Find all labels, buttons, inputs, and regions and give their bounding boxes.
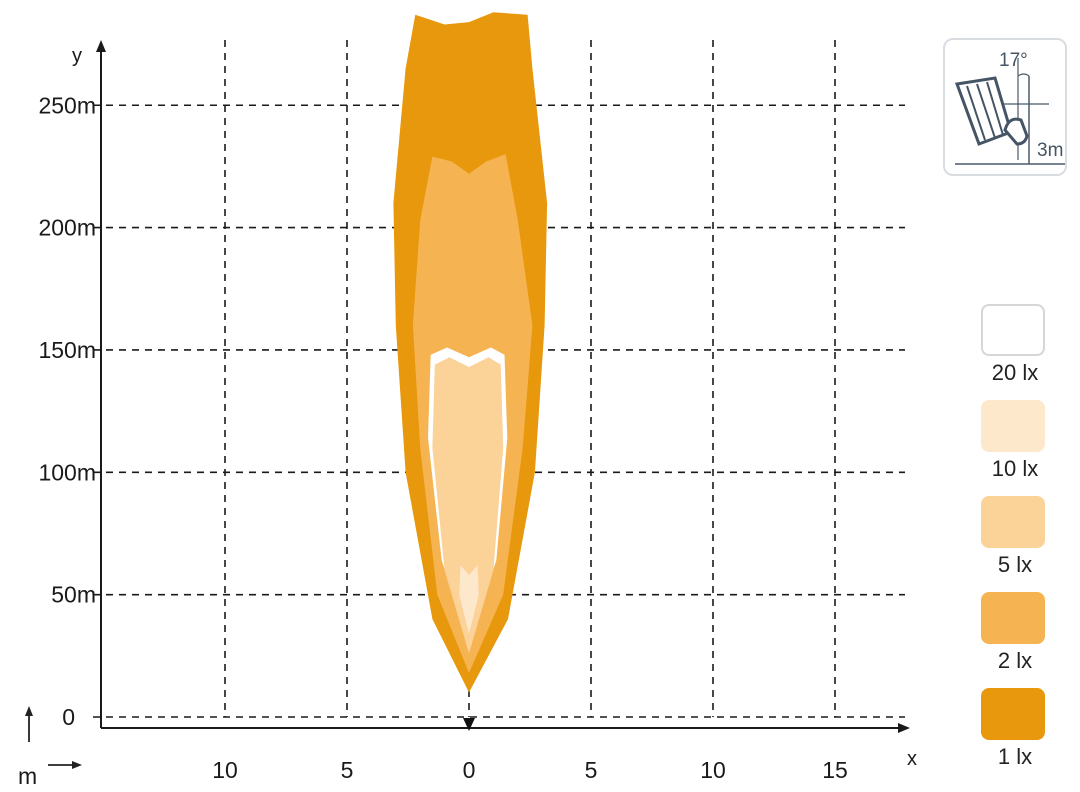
x-tick-label-5: 15 (822, 757, 848, 783)
legend-item: 5 lx (975, 494, 1055, 590)
y-tick-label-5: 250m (38, 92, 96, 118)
legend-label: 20 lx (991, 360, 1039, 385)
legend-item: 20 lx (975, 302, 1055, 398)
x-tick-label-1: 5 (341, 757, 354, 783)
y-tick-label-4: 200m (38, 215, 96, 241)
y-tick-label-2: 100m (38, 459, 96, 485)
legend-item: 1 lx (975, 686, 1055, 782)
x-tick-label-2: 0 (463, 757, 476, 783)
y-tick-label-1: 50m (51, 582, 96, 608)
x-axis-label: x (907, 748, 917, 770)
x-axis-arrow (898, 723, 910, 733)
legend-swatch (981, 688, 1045, 740)
contour-10-lx (459, 565, 479, 634)
x-tick-label-3: 5 (585, 757, 598, 783)
tilt-angle-label: 17° (999, 50, 1028, 71)
tick-labels: 10 5 0 5 10 15 0 50m 100m 150m 200m 250m (38, 92, 847, 783)
contour-5-lx (432, 357, 504, 654)
mounting-height-label: 3m (1037, 140, 1063, 161)
y-tick-label-3: 150m (38, 337, 96, 363)
unit-indicator: m (18, 706, 82, 789)
x-tick-label-0: 10 (212, 757, 238, 783)
x-tick-label-4: 10 (700, 757, 726, 783)
y-axis-label: y (72, 45, 82, 67)
lamp-position-marker (463, 718, 475, 731)
legend-swatch (981, 400, 1045, 452)
floodlight-icon (954, 76, 1029, 146)
legend-label: 10 lx (991, 456, 1039, 481)
unit-label: m (18, 763, 37, 789)
legend-swatch (981, 304, 1045, 356)
legend-item: 10 lx (975, 398, 1055, 494)
legend-label: 1 lx (997, 744, 1033, 769)
y-axis-arrow (96, 40, 106, 52)
legend: 20 lx 10 lx 5 lx 2 lx 1 lx (975, 302, 1055, 782)
legend-swatch (981, 496, 1045, 548)
legend-label: 2 lx (997, 648, 1033, 673)
isolux-contours (393, 12, 548, 693)
y-tick-label-0: 0 (62, 704, 75, 730)
legend-label: 5 lx (997, 552, 1033, 577)
mounting-diagram: 17° 3m (943, 38, 1067, 176)
angle-arc (1017, 73, 1030, 77)
axes (96, 40, 910, 733)
legend-item: 2 lx (975, 590, 1055, 686)
legend-swatch (981, 592, 1045, 644)
